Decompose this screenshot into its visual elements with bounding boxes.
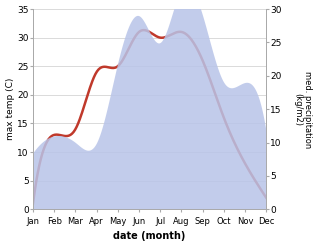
Y-axis label: med. precipitation
(kg/m2): med. precipitation (kg/m2) [293, 71, 313, 148]
X-axis label: date (month): date (month) [114, 231, 186, 242]
Y-axis label: max temp (C): max temp (C) [5, 78, 15, 140]
